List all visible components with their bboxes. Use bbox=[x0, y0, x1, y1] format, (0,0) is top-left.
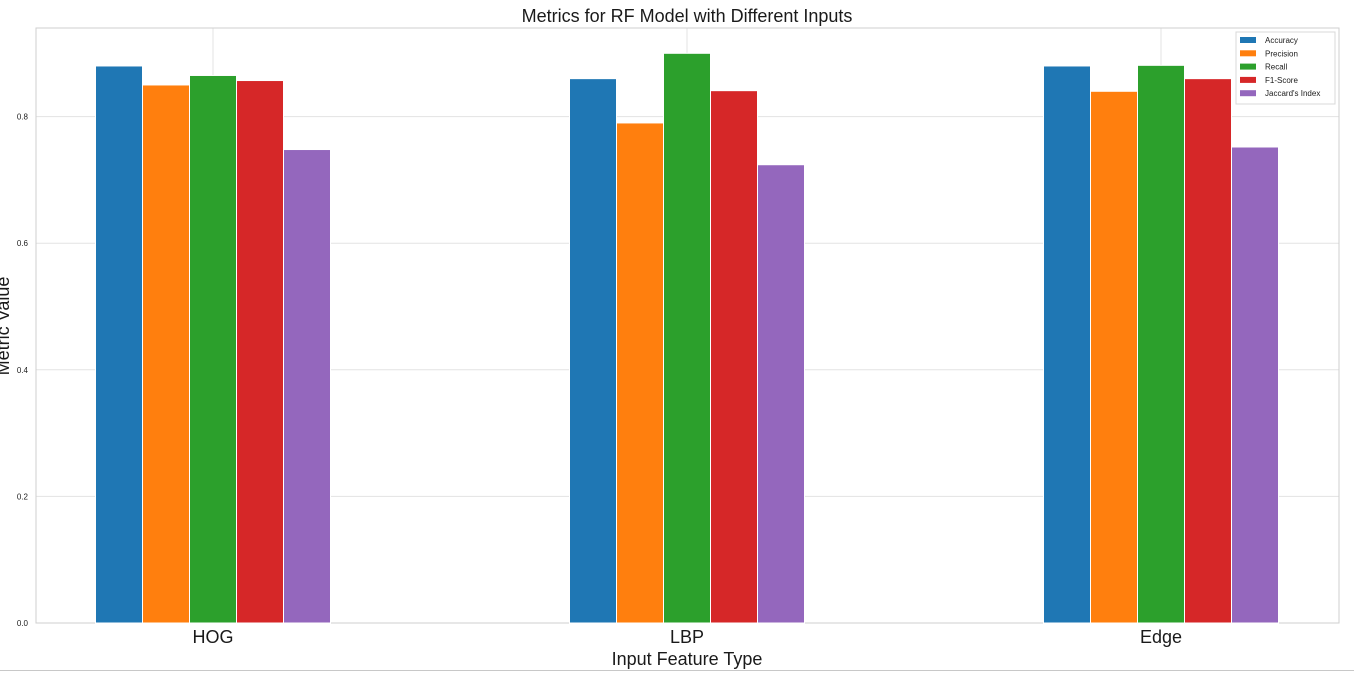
legend-label: Jaccard's Index bbox=[1265, 89, 1320, 98]
legend-items: Accuracy Precision Recall F1-Score Jaccard's… bbox=[1240, 36, 1320, 98]
legend-label: Accuracy bbox=[1265, 36, 1298, 45]
y-tick-label: 0.8 bbox=[17, 113, 29, 122]
chart-title: Metrics for RF Model with Different Inpu… bbox=[522, 6, 853, 26]
x-axis-label: Input Feature Type bbox=[612, 649, 763, 669]
y-tick-label: 0.6 bbox=[17, 239, 29, 248]
legend-swatch bbox=[1240, 63, 1256, 70]
y-axis-label: Metric Value bbox=[0, 277, 13, 376]
bar-accuracy-edge bbox=[1043, 65, 1091, 624]
bar-f1-score-hog bbox=[236, 80, 284, 624]
bar-recall-lbp bbox=[663, 52, 711, 624]
legend-swatch bbox=[1240, 37, 1256, 43]
x-tick-labels: HOG LBP Edge bbox=[192, 627, 1182, 647]
bar-jaccard-s-index-lbp bbox=[757, 164, 805, 624]
legend-swatch bbox=[1240, 76, 1256, 83]
bar-jaccard-s-index-hog bbox=[283, 149, 331, 624]
bar-recall-edge bbox=[1137, 64, 1185, 624]
y-tick-labels: 0.0 0.2 0.4 0.6 0.8 bbox=[17, 113, 29, 628]
y-tick-label: 0.0 bbox=[17, 619, 29, 628]
legend-label: Precision bbox=[1265, 49, 1298, 58]
legend-label: Recall bbox=[1265, 63, 1287, 72]
y-tick-label: 0.2 bbox=[17, 492, 29, 501]
legend-swatch bbox=[1240, 90, 1256, 97]
bar-precision-lbp bbox=[616, 122, 664, 624]
legend-label: F1-Score bbox=[1265, 76, 1298, 85]
bar-f1-score-edge bbox=[1184, 78, 1232, 624]
x-tick-label: HOG bbox=[192, 627, 233, 647]
bar-recall-hog bbox=[189, 74, 237, 624]
bar-accuracy-hog bbox=[95, 65, 143, 624]
bar-accuracy-lbp bbox=[569, 78, 617, 624]
divider bbox=[0, 670, 1354, 671]
bars bbox=[95, 52, 1279, 624]
x-tick-label: Edge bbox=[1140, 627, 1182, 647]
bar-f1-score-lbp bbox=[710, 90, 758, 624]
y-tick-label: 0.4 bbox=[17, 366, 29, 375]
bar-precision-edge bbox=[1090, 90, 1138, 624]
bar-jaccard-s-index-edge bbox=[1231, 146, 1279, 624]
x-tick-label: LBP bbox=[670, 627, 704, 647]
legend-swatch bbox=[1240, 50, 1256, 57]
legend: Accuracy Precision Recall F1-Score Jaccard's… bbox=[1235, 31, 1336, 105]
bar-precision-hog bbox=[142, 84, 190, 624]
